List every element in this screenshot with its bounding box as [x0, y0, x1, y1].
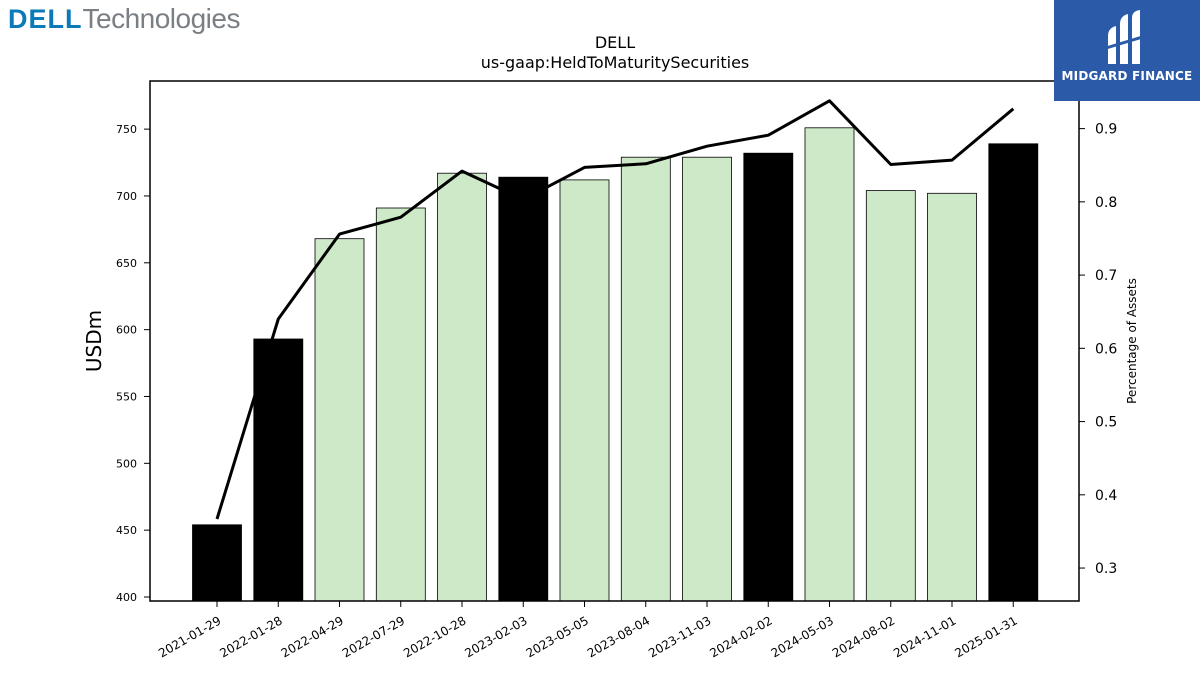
x-tick-label: 2023-05-05 — [524, 613, 591, 660]
y-tick-label: 500 — [116, 457, 137, 470]
x-axis: 2021-01-292022-01-282022-04-292022-07-29… — [156, 601, 1020, 660]
y2-tick-label: 0.4 — [1095, 488, 1117, 504]
bar-2024-11-01 — [927, 192, 977, 602]
dell-logo-brand: DELL — [8, 4, 83, 34]
y-tick-label: 750 — [116, 123, 137, 136]
y2-tick-label: 0.3 — [1095, 561, 1117, 577]
x-tick-label: 2024-08-02 — [830, 613, 897, 660]
bar-2024-08-02 — [865, 190, 916, 602]
x-tick-label: 2025-01-31 — [952, 613, 1019, 660]
dell-technologies-logo: DELLTechnologies — [8, 2, 240, 37]
midgard-emblem-icon — [1105, 10, 1147, 64]
x-tick-label: 2022-10-28 — [401, 613, 468, 660]
y-axis-right: 0.3 0.4 0.5 0.6 0.7 0.8 0.9 — [1079, 122, 1117, 577]
y-tick-label: 400 — [116, 591, 137, 604]
percentage-line — [215, 99, 1015, 520]
bar-2022-10-28 — [437, 172, 487, 602]
y-tick-label: 600 — [116, 324, 137, 337]
midgard-finance-logo: MIDGARD FINANCE — [1054, 0, 1200, 101]
x-tick-label: 2024-11-01 — [891, 613, 958, 660]
y-axis-left: 400 450 500 550 600 650 700 750 — [116, 123, 150, 604]
y-axis-label: USDm — [82, 310, 106, 372]
x-tick-label: 2023-02-03 — [462, 613, 529, 660]
x-tick-label: 2024-02-02 — [707, 613, 774, 660]
bar-2024-02-02 — [743, 152, 794, 602]
y-tick-label: 550 — [116, 390, 137, 403]
bar-2022-07-29 — [375, 207, 426, 602]
bar-2022-04-29 — [314, 238, 365, 602]
bar-2022-01-28 — [253, 338, 304, 602]
bar-2023-05-05 — [559, 179, 610, 602]
x-tick-label: 2022-01-28 — [217, 613, 284, 660]
y2-axis-label: Percentage of Assets — [1125, 278, 1139, 404]
plot-frame — [149, 80, 1080, 602]
y2-tick-label: 0.7 — [1095, 268, 1117, 284]
chart-subtitle: us-gaap:HeldToMaturitySecurities — [481, 53, 750, 72]
x-tick-label: 2024-05-03 — [769, 613, 836, 660]
bar-2025-01-31 — [988, 143, 1039, 602]
chart-title: DELL — [595, 33, 635, 52]
x-tick-label: 2022-04-29 — [279, 613, 346, 660]
bar-2023-02-03 — [498, 176, 549, 602]
bar-2024-05-03 — [804, 127, 855, 602]
midgard-logo-text: MIDGARD FINANCE — [1061, 69, 1193, 83]
bar-2021-01-29 — [192, 524, 242, 602]
y2-tick-label: 0.9 — [1095, 122, 1117, 138]
dell-logo-suffix: Technologies — [82, 3, 241, 34]
x-tick-label: 2023-11-03 — [646, 613, 713, 660]
y-tick-label: 450 — [116, 524, 137, 537]
y2-tick-label: 0.5 — [1095, 415, 1117, 431]
x-tick-label: 2023-08-04 — [585, 613, 652, 660]
y-tick-label: 650 — [116, 257, 137, 270]
bars-group — [192, 127, 1039, 602]
line-group — [215, 99, 1015, 520]
bar-2023-08-04 — [620, 156, 671, 602]
x-tick-label: 2021-01-29 — [156, 613, 223, 660]
x-tick-label: 2022-07-29 — [340, 613, 407, 660]
bar-2023-11-03 — [682, 156, 732, 602]
y-tick-label: 700 — [116, 190, 137, 203]
y2-tick-label: 0.6 — [1095, 341, 1117, 357]
y2-tick-label: 0.8 — [1095, 195, 1117, 211]
